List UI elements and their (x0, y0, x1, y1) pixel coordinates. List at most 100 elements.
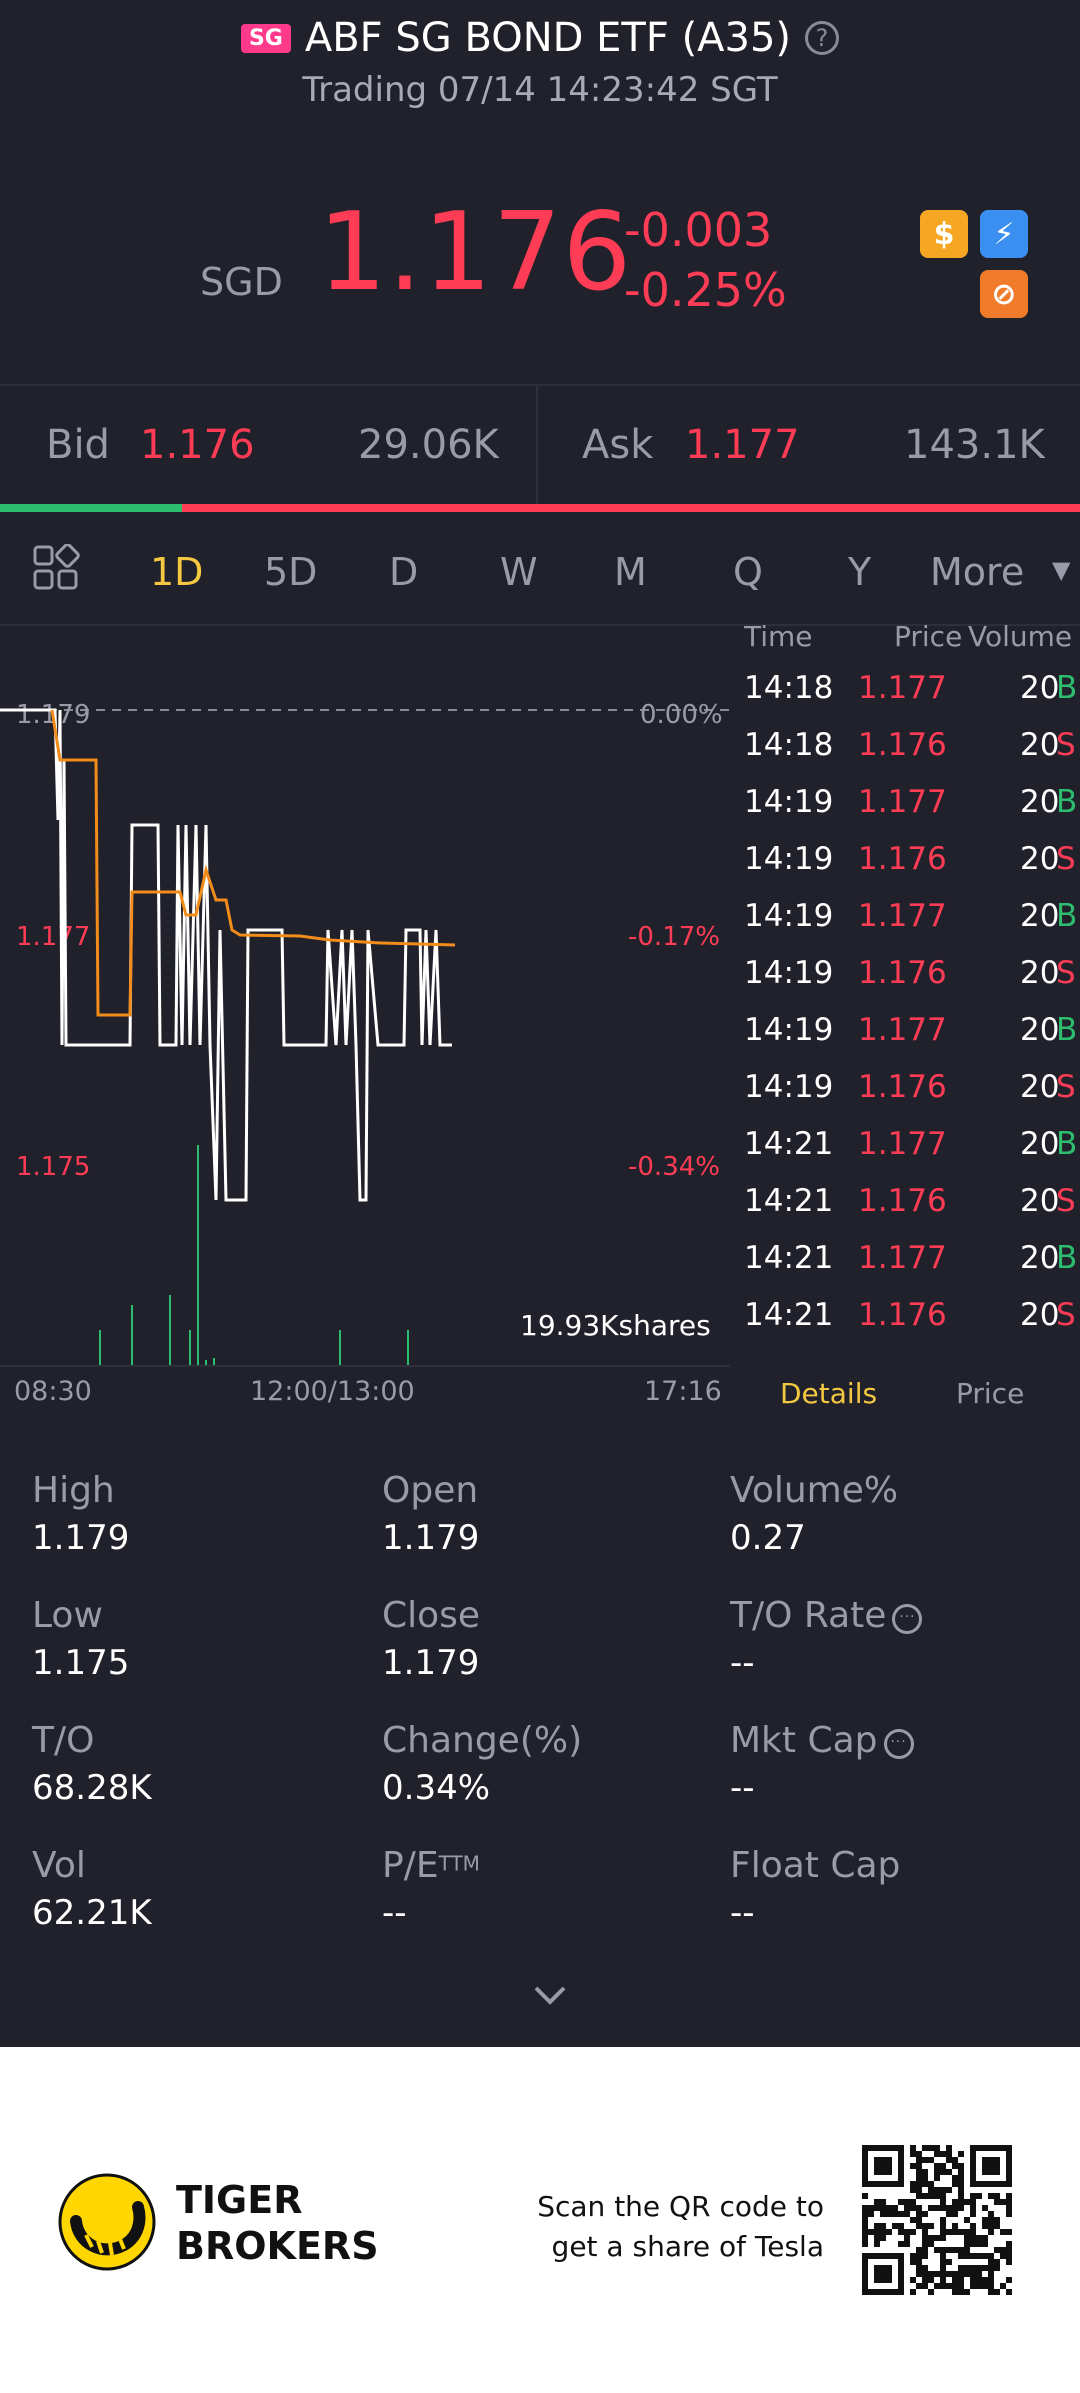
stat-label: Change(%) (382, 1720, 583, 1761)
info-dots-icon[interactable]: ··· (892, 1603, 923, 1634)
grid-layout-icon[interactable] (32, 543, 80, 592)
col-volume: Volume (968, 620, 1073, 653)
tick-time: 14:19 (744, 1012, 834, 1048)
last-price: 1.176 (318, 190, 633, 315)
ask-ratio-bar (182, 504, 1080, 512)
market-badge: SG (240, 23, 291, 53)
tick-time: 14:19 (744, 898, 834, 934)
tick-time: 14:21 (744, 1240, 834, 1276)
tick-price: 1.176 (858, 841, 947, 877)
tick-price: 1.176 (858, 955, 947, 991)
stat-value: 1.179 (32, 1518, 130, 1558)
qr-caption: Scan the QR code to get a share of Tesla (520, 2187, 824, 2267)
price-label-low: 1.175 (16, 1152, 90, 1182)
tick-volume: 20 (1020, 1297, 1060, 1333)
stat-value: 1.179 (382, 1643, 480, 1683)
brand-line-1: TIGER (176, 2178, 303, 2222)
tick-row: 14:19 1.177 20 B (740, 784, 1080, 840)
qr-caption-line-2: get a share of Tesla (551, 2230, 824, 2263)
stat-value: 1.179 (382, 1518, 480, 1558)
stat-low: Low 1.175 (32, 1595, 129, 1683)
tick-time: 14:21 (744, 1183, 834, 1219)
stat-label: Mkt Cap (730, 1720, 878, 1761)
bid-label: Bid (46, 422, 110, 468)
tick-time: 14:19 (744, 784, 834, 820)
tiger-logo-icon (58, 2173, 156, 2271)
tick-row: 14:19 1.176 20 S (740, 1069, 1080, 1125)
tick-volume: 20 (1020, 1012, 1060, 1048)
x-label-end: 17:16 (644, 1376, 722, 1407)
stat-label: T/O (32, 1720, 95, 1761)
stat-value: 1.175 (32, 1643, 130, 1683)
tab-1d[interactable]: 1D (150, 550, 204, 594)
bid-ask-panel: Bid 1.176 29.06K Ask 1.177 143.1K (0, 384, 1080, 508)
x-label-start: 08:30 (14, 1376, 92, 1407)
tab-w[interactable]: W (500, 550, 538, 594)
promo-footer: TIGER BROKERS Scan the QR code to get a … (0, 2047, 1080, 2393)
tick-volume: 20 (1020, 727, 1060, 763)
tab-q[interactable]: Q (733, 550, 763, 594)
tick-volume: 20 (1020, 784, 1060, 820)
brand-line-2: BROKERS (176, 2224, 379, 2268)
intraday-chart[interactable]: 1.179 0.00% 1.177 -0.17% 1.175 -0.34% 19… (0, 640, 730, 1370)
tab-5d[interactable]: 5D (264, 550, 318, 594)
chevron-down-icon[interactable]: ▼ (1052, 556, 1071, 584)
stat-close: Close 1.179 (382, 1595, 480, 1683)
stat-change-: Change(%) 0.34% (382, 1720, 582, 1808)
tick-time: 14:21 (744, 1297, 834, 1333)
tab-more[interactable]: More (930, 550, 1025, 594)
tab-y[interactable]: Y (848, 550, 872, 594)
tick-row: 14:21 1.177 20 B (740, 1240, 1080, 1296)
tick-price: 1.176 (858, 1183, 947, 1219)
tab-m[interactable]: M (614, 550, 647, 594)
dollar-icon[interactable]: $ (920, 210, 968, 258)
divider (536, 386, 538, 506)
tick-price: 1.177 (858, 784, 947, 820)
bid-price: 1.176 (140, 422, 255, 468)
orange-badge-icon[interactable]: ⊘ (980, 270, 1028, 318)
tick-price: 1.177 (858, 670, 947, 706)
tick-row: 14:19 1.177 20 B (740, 1012, 1080, 1068)
stat-vol: Vol 62.21K (32, 1845, 152, 1933)
stat-volume-: Volume% 0.27 (730, 1470, 898, 1558)
x-label-mid: 12:00/13:00 (250, 1376, 415, 1407)
pct-label-mid: -0.17% (628, 922, 720, 952)
tick-volume: 20 (1020, 1069, 1060, 1105)
tick-volume: 20 (1020, 1183, 1060, 1219)
tick-side: S (1056, 1297, 1076, 1333)
tick-volume: 20 (1020, 670, 1060, 706)
tick-price: 1.177 (858, 1126, 947, 1162)
stat-value: -- (382, 1893, 407, 1933)
tab-details[interactable]: Details (780, 1377, 878, 1410)
lightning-1-icon[interactable]: ⚡ (980, 210, 1028, 258)
stat-t-o-rate: T/O Rate ··· -- (730, 1595, 923, 1683)
pct-label-top: 0.00% (640, 700, 723, 730)
stat-value: -- (730, 1643, 755, 1683)
col-price: Price (894, 620, 963, 653)
tick-price: 1.176 (858, 1069, 947, 1105)
tab-d[interactable]: D (389, 550, 419, 594)
stat-open: Open 1.179 (382, 1470, 479, 1558)
stat-label: Low (32, 1595, 103, 1636)
stat-value: -- (730, 1768, 755, 1808)
tick-time: 14:19 (744, 841, 834, 877)
col-time: Time (744, 620, 813, 653)
bid-size: 29.06K (358, 422, 499, 468)
tick-time: 14:18 (744, 670, 834, 706)
tick-price: 1.176 (858, 727, 947, 763)
price-line (0, 708, 452, 1202)
expand-chevron-icon[interactable] (530, 1980, 570, 2010)
question-circle-icon[interactable]: ? (805, 21, 840, 55)
ask-price: 1.177 (685, 422, 800, 468)
bid-ratio-bar (0, 504, 182, 512)
tab-price[interactable]: Price (956, 1377, 1025, 1410)
info-dots-icon[interactable]: ··· (883, 1728, 914, 1759)
brand-name: TIGER BROKERS (176, 2177, 379, 2269)
stat-label: P/E (382, 1845, 439, 1886)
stat-label: High (32, 1470, 115, 1511)
tick-side: S (1056, 1183, 1076, 1219)
period-tabs: 1D 5D D W M Q Y More ▼ (0, 520, 1080, 626)
tick-side: B (1056, 1012, 1078, 1048)
stat-value: -- (730, 1893, 755, 1933)
qr-code[interactable] (862, 2145, 1012, 2295)
